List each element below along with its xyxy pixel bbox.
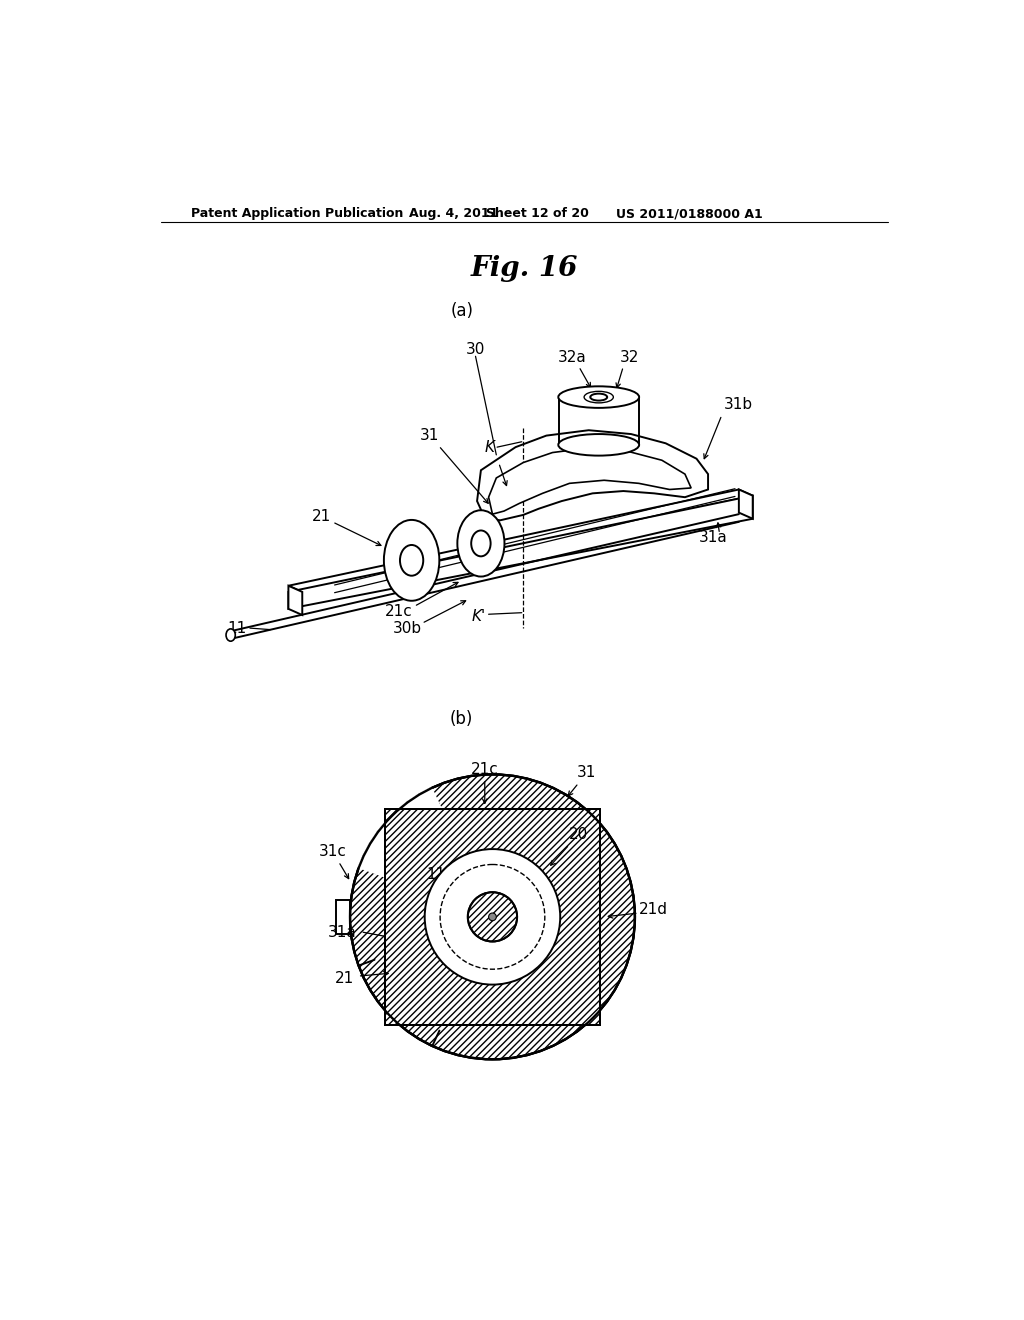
Text: 31: 31 bbox=[420, 428, 439, 444]
Ellipse shape bbox=[458, 511, 505, 577]
Polygon shape bbox=[477, 430, 708, 520]
Circle shape bbox=[468, 892, 517, 941]
Text: 21c: 21c bbox=[385, 603, 413, 619]
Ellipse shape bbox=[558, 387, 639, 408]
Polygon shape bbox=[289, 586, 302, 615]
Text: 31a: 31a bbox=[328, 925, 356, 940]
Polygon shape bbox=[385, 809, 600, 1024]
Text: US 2011/0188000 A1: US 2011/0188000 A1 bbox=[615, 207, 763, 220]
Text: 21d: 21d bbox=[639, 902, 668, 916]
Circle shape bbox=[350, 775, 635, 1059]
Text: 31b: 31b bbox=[724, 397, 753, 412]
Text: 30: 30 bbox=[466, 342, 485, 356]
Wedge shape bbox=[357, 787, 493, 917]
Circle shape bbox=[425, 849, 560, 985]
Polygon shape bbox=[289, 496, 753, 609]
Ellipse shape bbox=[558, 434, 639, 455]
Text: 31a: 31a bbox=[698, 529, 728, 545]
Text: 31c: 31c bbox=[318, 843, 346, 859]
Ellipse shape bbox=[590, 393, 607, 400]
Polygon shape bbox=[488, 447, 691, 515]
Text: 32a: 32a bbox=[557, 350, 586, 364]
Text: Fig. 16: Fig. 16 bbox=[471, 255, 579, 282]
Text: K: K bbox=[484, 440, 495, 454]
Ellipse shape bbox=[226, 628, 236, 642]
Text: 21: 21 bbox=[335, 972, 354, 986]
Text: 32: 32 bbox=[620, 350, 639, 364]
Ellipse shape bbox=[471, 531, 490, 556]
Text: 31: 31 bbox=[577, 766, 596, 780]
Text: 11: 11 bbox=[427, 867, 445, 882]
Text: 21: 21 bbox=[312, 510, 331, 524]
Text: K': K' bbox=[471, 609, 485, 624]
Circle shape bbox=[488, 913, 497, 921]
Polygon shape bbox=[739, 490, 753, 519]
Text: 21c: 21c bbox=[471, 762, 499, 776]
Text: Patent Application Publication: Patent Application Publication bbox=[190, 207, 403, 220]
Text: (a): (a) bbox=[451, 302, 473, 319]
Ellipse shape bbox=[400, 545, 423, 576]
Text: (b): (b) bbox=[450, 710, 473, 727]
Text: 30b: 30b bbox=[393, 620, 422, 636]
Text: 20: 20 bbox=[569, 826, 589, 842]
Polygon shape bbox=[289, 490, 753, 591]
Text: Sheet 12 of 20: Sheet 12 of 20 bbox=[486, 207, 589, 220]
Text: 11: 11 bbox=[227, 620, 247, 636]
Polygon shape bbox=[336, 900, 350, 933]
Ellipse shape bbox=[384, 520, 439, 601]
Text: Aug. 4, 2011: Aug. 4, 2011 bbox=[410, 207, 499, 220]
